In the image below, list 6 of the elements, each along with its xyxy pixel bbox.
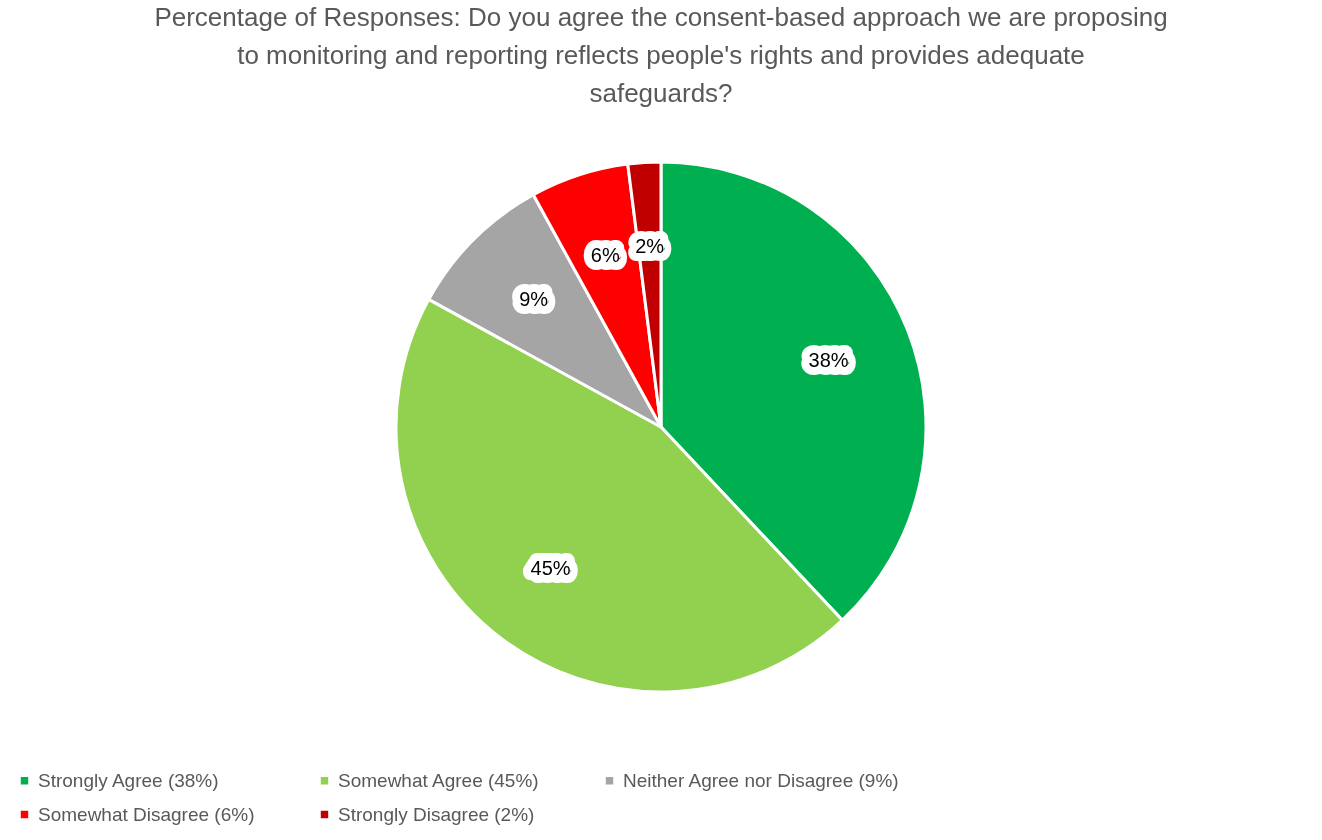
legend-label: Somewhat Agree (45%): [338, 769, 539, 791]
legend-label: Neither Agree nor Disagree (9%): [623, 769, 899, 791]
legend-label: Strongly Disagree (2%): [338, 803, 535, 825]
chart-title: Percentage of Responses: Do you agree the consent-based approach we are proposing to monitoring and reporting reflects people's rights and provides adequate safeguards?: [154, 2, 1168, 108]
legend-label: Strongly Agree (38%): [38, 769, 219, 791]
legend-label: Somewhat Disagree (6%): [38, 803, 255, 825]
